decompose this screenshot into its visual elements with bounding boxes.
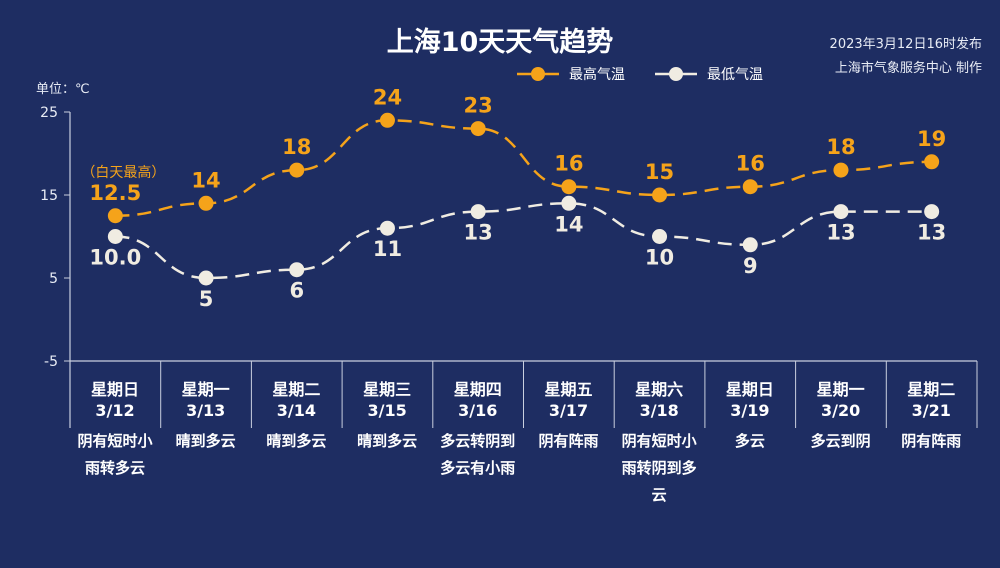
series-line-low	[115, 202, 932, 280]
x-tick-date: 3/12	[95, 401, 135, 420]
weather-description: 多云转阴到多云有小雨	[440, 432, 516, 477]
y-tick-label: 15	[40, 188, 58, 204]
weather-description: 晴到多云	[357, 432, 418, 450]
x-tick-weekday: 星期五	[544, 380, 593, 399]
data-point	[379, 220, 395, 236]
chart-title: 上海10天天气趋势	[386, 27, 614, 58]
data-point	[470, 121, 486, 137]
data-label: 24	[373, 85, 402, 109]
x-tick-date: 3/14	[276, 401, 317, 420]
data-label: 12.5	[89, 181, 141, 205]
data-point	[924, 154, 940, 170]
annotation: （白天最高）	[81, 164, 165, 181]
x-tick-date: 3/17	[548, 401, 589, 420]
data-point	[742, 237, 758, 253]
legend-label: 最高气温	[569, 66, 625, 83]
data-label: 16	[554, 152, 583, 176]
x-tick-date: 3/15	[367, 401, 407, 420]
data-label: 13	[917, 221, 946, 245]
data-point	[652, 187, 668, 203]
legend-marker	[669, 67, 683, 81]
y-axis-label: 单位：℃	[36, 82, 90, 97]
x-tick-weekday: 星期一	[816, 380, 865, 399]
legend-label: 最低气温	[707, 67, 763, 83]
x-tick-weekday: 星期二	[907, 380, 956, 399]
data-label: 18	[826, 135, 855, 159]
data-label: 10	[645, 246, 674, 270]
data-label: 6	[289, 279, 304, 303]
x-tick-date: 3/16	[458, 401, 498, 420]
weather-description: 晴到多云	[266, 432, 327, 450]
data-point	[289, 162, 305, 178]
x-tick-weekday: 星期三	[363, 380, 412, 399]
data-point	[379, 112, 395, 128]
x-tick-date: 3/20	[820, 401, 861, 420]
data-point	[742, 179, 758, 195]
data-label: 9	[743, 254, 758, 278]
data-label: 15	[645, 160, 674, 184]
x-tick-weekday: 星期日	[90, 380, 139, 399]
x-tick-weekday: 星期六	[635, 380, 684, 399]
data-label: 23	[464, 94, 493, 118]
data-label: 14	[191, 168, 220, 192]
publish-time: 2023年3月12日16时发布	[829, 37, 982, 52]
x-tick-weekday: 星期日	[725, 380, 774, 399]
publish-org: 上海市气象服务中心 制作	[834, 61, 982, 76]
weather-description: 晴到多云	[175, 432, 236, 450]
data-point	[833, 204, 849, 220]
data-point	[833, 162, 849, 178]
data-point	[107, 208, 123, 224]
y-tick-label: 25	[40, 105, 58, 121]
weather-description: 阴有短时小雨转多云	[77, 432, 153, 477]
series-line-high	[115, 119, 932, 217]
data-label: 13	[464, 221, 493, 245]
weather-description: 阴有阵雨	[901, 432, 962, 450]
data-label: 11	[373, 237, 402, 261]
x-tick-weekday: 星期二	[272, 380, 321, 399]
data-point	[289, 262, 305, 278]
data-label: 14	[554, 212, 583, 236]
data-label: 16	[736, 152, 765, 176]
data-label: 19	[917, 127, 946, 151]
x-tick-weekday: 星期一	[181, 380, 230, 399]
data-point	[198, 195, 214, 211]
x-tick-date: 3/18	[639, 401, 679, 420]
data-label: 10.0	[89, 246, 141, 270]
data-label: 5	[199, 287, 214, 311]
x-tick-date: 3/13	[186, 401, 226, 420]
x-tick-weekday: 星期四	[453, 380, 502, 399]
y-tick-label: 5	[49, 271, 58, 287]
weather-description: 阴有短时小雨转阴到多云	[621, 432, 697, 504]
data-point	[561, 179, 577, 195]
legend-marker	[531, 67, 545, 81]
x-tick-date: 3/19	[730, 401, 770, 420]
data-point	[924, 204, 940, 220]
data-label: 13	[826, 221, 855, 245]
x-tick-date: 3/21	[911, 401, 951, 420]
data-point	[652, 229, 668, 244]
y-tick-label: -5	[44, 354, 58, 370]
data-point	[470, 204, 486, 220]
weather-description: 阴有阵雨	[538, 432, 599, 450]
data-point	[198, 270, 214, 286]
weather-description: 多云到阴	[810, 432, 871, 450]
data-point	[107, 229, 123, 244]
data-point	[561, 195, 577, 211]
data-label: 18	[282, 135, 311, 159]
weather-description: 多云	[734, 432, 765, 450]
